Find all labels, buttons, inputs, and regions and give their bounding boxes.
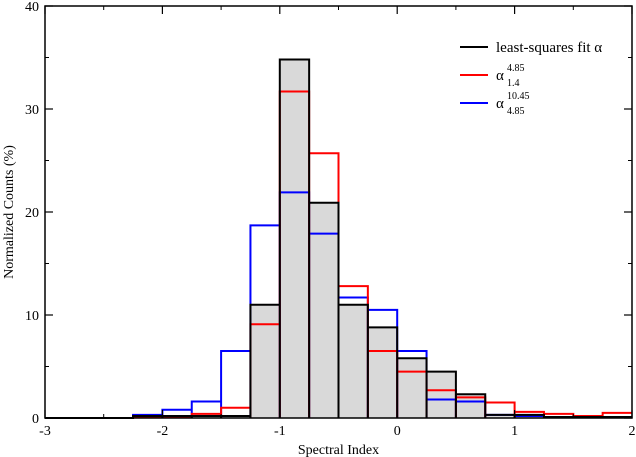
series-step-line-0 xyxy=(45,58,632,419)
x-axis-title: Spectral Index xyxy=(298,443,379,457)
filled-bars-group xyxy=(133,59,632,419)
legend-superscript-1: 4.85 xyxy=(507,63,525,74)
bar-fill-series-0-bin-14 xyxy=(455,394,486,418)
bar-fill-series-0-bin-8 xyxy=(279,59,310,419)
legend-label-2: α xyxy=(496,96,504,112)
bar-fill-series-0-bin-6 xyxy=(221,415,251,418)
y-tick-label: 30 xyxy=(25,103,39,118)
bar-fill-series-0-bin-15 xyxy=(485,414,515,418)
legend-subscript-2: 4.85 xyxy=(507,106,525,117)
legend-superscript-2: 10.45 xyxy=(507,91,530,102)
bar-fill-series-0-bin-10 xyxy=(338,304,368,418)
x-tick-label: 1 xyxy=(511,424,518,439)
x-tick-label: -1 xyxy=(274,424,286,439)
bar-fill-series-0-bin-5 xyxy=(191,415,222,418)
x-tick-label: 2 xyxy=(629,424,636,439)
bar-fill-series-0-bin-13 xyxy=(426,371,456,418)
x-tick-label: -3 xyxy=(39,424,51,439)
x-tick-label: 0 xyxy=(394,424,401,439)
bar-fill-series-0-bin-11 xyxy=(367,327,398,418)
bar-fill-series-0-bin-7 xyxy=(250,304,280,418)
y-axis-title: Normalized Counts (%) xyxy=(2,145,17,279)
y-tick-label: 40 xyxy=(25,0,39,15)
legend-subscript-1: 1.4 xyxy=(507,78,520,89)
step-lines-group xyxy=(45,58,632,419)
legend-label-0: least-squares fit α xyxy=(496,40,602,56)
y-tick-label: 0 xyxy=(32,412,39,427)
bar-fill-series-0-bin-9 xyxy=(309,202,339,418)
y-tick-label: 10 xyxy=(25,309,39,324)
legend-label-1: α xyxy=(496,68,504,84)
bar-fill-series-0-bin-12 xyxy=(397,358,427,418)
x-tick-label: -2 xyxy=(157,424,169,439)
legend: least-squares fit αα 4.851.4α 10.454.85 xyxy=(460,40,602,117)
y-tick-label: 20 xyxy=(25,206,39,221)
